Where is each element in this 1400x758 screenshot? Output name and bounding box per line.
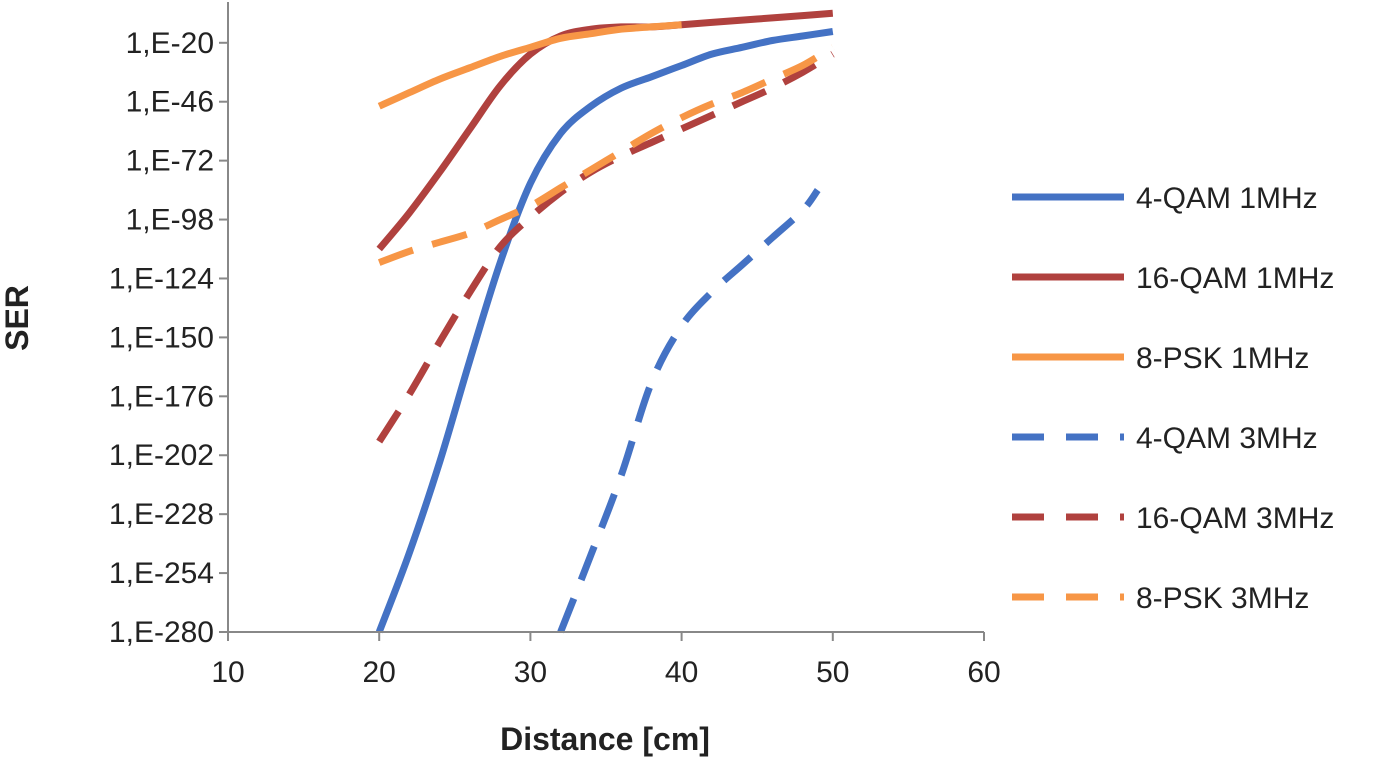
x-tick-label: 60: [967, 656, 1000, 689]
x-tick-label: 20: [363, 656, 396, 689]
y-tick-label: 1,E-202: [109, 439, 214, 472]
y-tick-label: 1,E-46: [126, 86, 214, 119]
legend: 4-QAM 1MHz 16-QAM 1MHz 8-PSK 1MHz 4-QAM 3MH…: [1012, 182, 1334, 615]
x-tick-label: 40: [665, 656, 698, 689]
series-line-4-qam-3mhz: [557, 188, 821, 634]
legend-label-8-psk-3mhz: 8-PSK 3MHz: [1136, 582, 1309, 615]
y-tick-label: 1,E-228: [109, 498, 214, 531]
series-line-4-qam-1mhz: [375, 28, 834, 634]
x-axis-title: Distance [cm]: [500, 721, 710, 757]
y-tick-label: 1,E-280: [109, 616, 214, 649]
plot-lines: [375, 9, 835, 634]
series-line-8-psk-3mhz: [377, 44, 835, 266]
series-line-16-qam-1mhz: [376, 9, 834, 252]
y-tick-label: 1,E-98: [126, 204, 214, 237]
legend-label-16-qam-3mhz: 16-QAM 3MHz: [1136, 502, 1334, 535]
y-tick-label: 1,E-176: [109, 380, 214, 413]
y-tick-label: 1,E-150: [109, 321, 214, 354]
series-line-16-qam-3mhz: [376, 51, 835, 444]
x-axis-ticks: 10 20 30 40 50 60: [211, 632, 1001, 689]
x-tick-label: 30: [514, 656, 547, 689]
legend-label-4-qam-1mhz: 4-QAM 1MHz: [1136, 182, 1318, 215]
axes: [227, 2, 984, 633]
y-tick-label: 1,E-124: [109, 262, 214, 295]
y-axis-ticks: 1,E-20 1,E-46 1,E-72 1,E-98 1,E-124 1,E-150 1,…: [109, 27, 228, 649]
x-tick-label: 10: [211, 656, 244, 689]
y-tick-label: 1,E-72: [126, 145, 214, 178]
legend-label-8-psk-1mhz: 8-PSK 1MHz: [1136, 342, 1309, 375]
x-tick-label: 50: [816, 656, 849, 689]
legend-label-4-qam-3mhz: 4-QAM 3MHz: [1136, 422, 1318, 455]
series-line-8-psk-1mhz: [377, 21, 682, 110]
y-tick-label: 1,E-254: [109, 557, 214, 590]
y-tick-label: 1,E-20: [126, 27, 214, 60]
legend-label-16-qam-1mhz: 16-QAM 1MHz: [1136, 262, 1334, 295]
y-axis-title: SER: [0, 285, 35, 351]
